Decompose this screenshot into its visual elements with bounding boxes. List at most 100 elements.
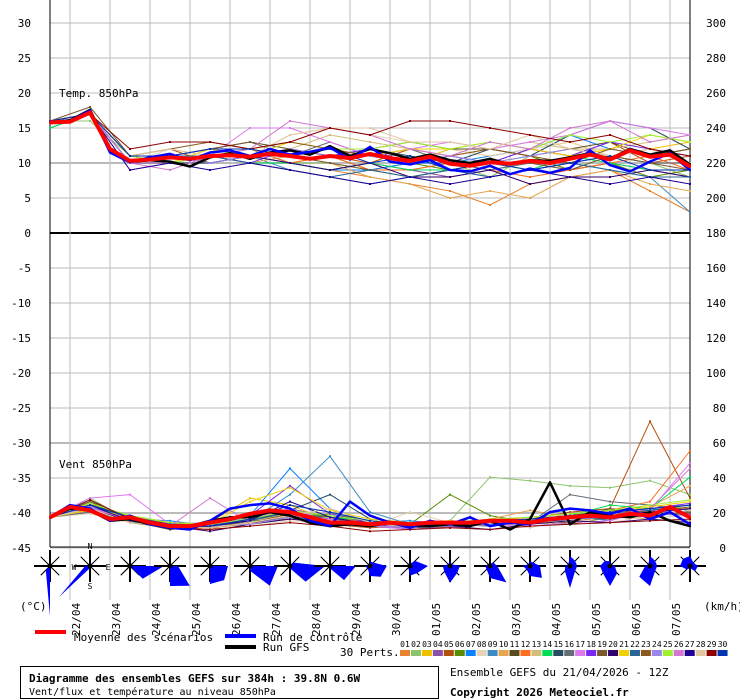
temp-pert-27-line-point	[209, 169, 211, 171]
wind-gfs-line-point	[529, 518, 531, 521]
wind-pert-27-line-point	[689, 507, 691, 510]
compass-e: E	[106, 563, 111, 572]
wind-gfs-line-point	[589, 511, 591, 514]
wind-pert-02-line-point	[489, 476, 491, 479]
pert-number: 26	[674, 640, 684, 649]
wind-pert-02-line-point	[689, 493, 691, 496]
wind-pert-28-line-point	[249, 521, 251, 524]
wind-pert-29-line-point	[209, 528, 211, 531]
wind-pert-25-line-point	[89, 502, 91, 505]
wind-pert-29-line-point	[689, 518, 691, 521]
pert-color-swatch	[498, 650, 509, 656]
wind-pert-06-line-point	[449, 493, 451, 496]
rose-center	[207, 563, 213, 569]
rose-center	[247, 563, 253, 569]
left-tick-label: -15	[11, 332, 31, 345]
rose-center	[487, 563, 493, 569]
wind-rose	[474, 550, 507, 583]
temp-pert-20-line-point	[489, 169, 491, 171]
wind-pert-26-line-point	[329, 518, 331, 521]
temp-pert-19-line-point	[529, 162, 531, 164]
temp-mean-line-point	[489, 161, 491, 164]
pert-color-swatch	[629, 650, 640, 656]
wind-pert-29-line-point	[369, 530, 371, 533]
left-tick-label: 30	[18, 17, 31, 30]
temp-mean-line-point	[629, 149, 631, 152]
temp-pert-26-line-point	[609, 120, 611, 122]
wind-pert-16-line-point	[569, 493, 571, 496]
wind-pert-18-line-point	[689, 502, 691, 505]
rose-wedge	[58, 564, 92, 598]
wind-pert-14-line-point	[689, 476, 691, 479]
date-tick-label: 22/04	[70, 603, 83, 636]
wind-pert-27-line-point	[249, 519, 251, 522]
wind-gfs-line-point	[469, 525, 471, 528]
wind-control-line-point	[549, 511, 551, 514]
temp-pert-29-line-point	[169, 141, 171, 143]
wind-mean-line-point	[309, 516, 311, 519]
temp-mean-line-point	[109, 148, 111, 150]
right-tick-label: 60	[713, 437, 726, 450]
temp-pert-26-line-point	[569, 127, 571, 129]
rose-wedge	[408, 560, 428, 576]
pert-number: 12	[521, 640, 531, 649]
wind-control-line-point	[269, 502, 271, 505]
right-tick-label: 140	[706, 297, 726, 310]
pert-color-swatch	[706, 650, 717, 656]
rose-center	[87, 563, 93, 569]
temp-pert-29-line-point	[649, 148, 651, 150]
temp-pert-29-line-point	[449, 120, 451, 122]
temp-pert-26-line-point	[289, 120, 291, 122]
wind-pert-28-line-point	[689, 509, 691, 512]
pert-color-swatch	[520, 650, 531, 656]
rose-center	[687, 563, 693, 569]
wind-pert-07-line-point	[289, 467, 291, 470]
temp-pert-29-line-point	[329, 127, 331, 129]
right-tick-label: 20	[713, 507, 726, 520]
wind-mean-line-point	[349, 521, 351, 524]
temp-control-line-point	[109, 151, 111, 154]
wind-pert-08-line-point	[409, 511, 411, 514]
wind-mean-line-point	[669, 505, 671, 508]
series-layer	[49, 106, 692, 533]
temp-mean-line-point	[429, 155, 431, 158]
wind-pert-17-line-point	[689, 462, 691, 465]
wind-control-line-point	[669, 511, 671, 514]
temp-mean-line-point	[469, 164, 471, 167]
wind-mean-line-point	[49, 516, 51, 519]
wind-control-line-point	[649, 518, 651, 521]
temp-control-line-point	[409, 163, 411, 166]
pert-number: 06	[455, 640, 465, 649]
temp-control-line-point	[169, 152, 171, 155]
right-unit-label: (km/h)	[704, 600, 740, 613]
temp-pert-27-line-point	[249, 162, 251, 164]
pert-number: 21	[619, 640, 629, 649]
temp-gfs-line-point	[249, 157, 251, 160]
temp-control-line-point	[209, 151, 211, 154]
wind-pert-30-line-point	[609, 511, 611, 514]
pert-color-swatch	[421, 650, 432, 656]
wind-rose	[514, 550, 546, 582]
temp-pert-24-line-point	[209, 162, 211, 164]
wind-rose	[394, 550, 428, 582]
temp-gfs-line-point	[169, 160, 171, 163]
wind-control-line-point	[309, 519, 311, 522]
wind-pert-16-line-point	[609, 500, 611, 503]
left-tick-label: -20	[11, 367, 31, 380]
pert-number: 15	[553, 640, 563, 649]
left-tick-label: 10	[18, 157, 31, 170]
pert-number: 09	[488, 640, 498, 649]
temp-gfs-line-point	[329, 145, 331, 148]
temp-pert-27-line-point	[129, 169, 131, 171]
wind-control-line-point	[489, 525, 491, 528]
temp-mean-line-point	[129, 159, 131, 162]
temp-gfs-line-point	[489, 157, 491, 160]
wind-gfs-line-point	[509, 528, 511, 531]
temp-control-line-point	[89, 109, 91, 112]
wind-gfs-line-point	[689, 525, 691, 528]
rose-wedge	[130, 566, 164, 579]
footer-title: Diagramme des ensembles GEFS sur 384h : …	[29, 672, 361, 685]
wind-mean-line-point	[629, 512, 631, 515]
temp-pert-29-line-point	[569, 141, 571, 143]
temp-pert-01-line-point	[449, 190, 451, 192]
